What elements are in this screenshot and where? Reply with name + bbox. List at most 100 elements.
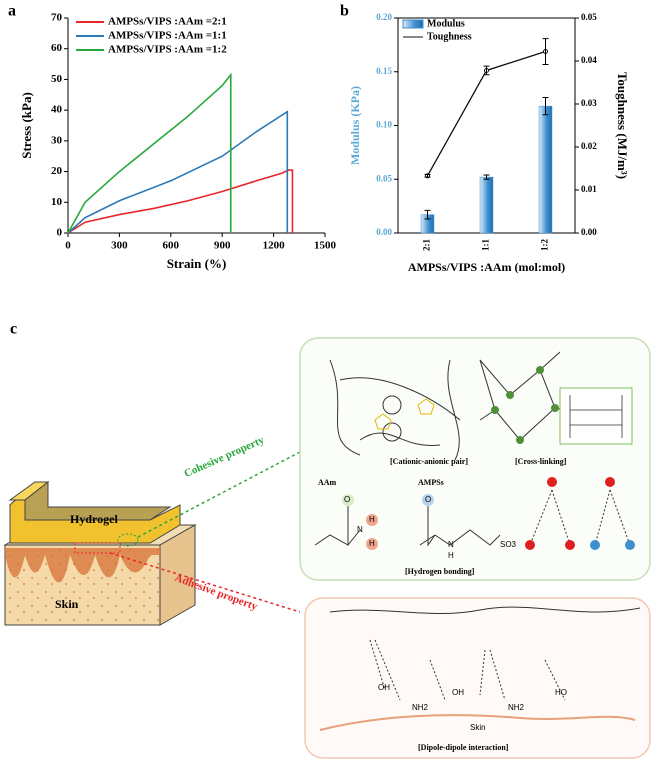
cation <box>382 395 402 415</box>
cohesive-label: Cohesive property <box>182 434 266 480</box>
chem-label: H <box>448 551 454 560</box>
legend-label: AMPSs/VIPS :AAm =1:2 <box>108 44 227 56</box>
x-tick-label: 1:1 <box>481 239 491 251</box>
y2-tick-label: 0.00 <box>581 227 597 237</box>
series-line <box>67 110 289 234</box>
chem-label: N <box>357 525 363 534</box>
diagram-c: c Skin Hydrogel Cohesive property Adhesi… <box>3 321 651 759</box>
aam-label: AAm <box>318 478 337 487</box>
h-bond-tree <box>529 489 631 546</box>
adhesive-box <box>304 597 651 759</box>
chem-label: HO <box>555 688 567 697</box>
x-tick-label: 600 <box>163 240 180 252</box>
panel-label: b <box>340 3 349 20</box>
y-tick-label: 10 <box>51 196 63 208</box>
y-tick-label: 0 <box>57 227 63 239</box>
y-tick-label: 0.05 <box>376 173 392 183</box>
y2-tick-label: 0.02 <box>581 141 597 151</box>
chem-label: NH2 <box>508 703 525 712</box>
chem-label: H <box>369 539 375 548</box>
x-axis-label: Strain (%) <box>167 256 227 271</box>
o-highlight <box>342 494 354 506</box>
x-tick-label: 2:1 <box>422 239 432 251</box>
y2-tick-label: 0.01 <box>581 184 597 194</box>
x-tick-label: 0 <box>65 240 71 252</box>
legend-label: Modulus <box>427 18 465 29</box>
y-tick-label: 20 <box>51 165 63 177</box>
skin-label: Skin <box>55 597 79 611</box>
error-bar <box>483 174 490 180</box>
error-bar <box>542 38 549 65</box>
cohesive-arrow <box>137 451 301 538</box>
bar <box>538 105 553 234</box>
h-highlight <box>366 514 378 526</box>
h-highlight <box>366 538 378 550</box>
caption: [Cross-linking] <box>515 457 567 466</box>
error-bar <box>424 209 431 220</box>
panel-label: a <box>8 3 16 20</box>
hydrogel-inner <box>24 480 172 521</box>
chem-label: NH2 <box>412 703 429 712</box>
legend-label: Toughness <box>427 31 472 42</box>
y-tick-label: 0.10 <box>376 120 392 130</box>
error-bar <box>483 65 490 76</box>
cohesive-marker <box>117 533 139 547</box>
crosslink-zoom <box>559 387 633 445</box>
y-tick-label: 40 <box>51 104 63 116</box>
panel-label: c <box>10 321 17 338</box>
x-axis-label: AMPSs/VIPS :AAm (mol:mol) <box>408 260 565 274</box>
caption: [Cationic-anionic pair] <box>390 457 468 466</box>
o-highlight <box>422 494 434 506</box>
dipole-lines <box>369 639 566 701</box>
skin-surface-label: Skin <box>470 723 486 732</box>
y-tick-label: 70 <box>51 12 63 24</box>
chem-label: N <box>448 540 454 549</box>
chem-label: H <box>369 515 375 524</box>
skin-pores <box>5 548 160 583</box>
atoms <box>525 477 635 550</box>
x-tick-label: 300 <box>111 240 128 252</box>
x-tick-label: 1:2 <box>540 239 550 251</box>
y-axis-label: Stress (kPa) <box>19 92 34 159</box>
error-bar <box>542 97 549 116</box>
chem-label: O <box>425 495 431 504</box>
y-axis-label: Modulus (KPa) <box>348 86 362 165</box>
cation <box>382 422 402 442</box>
y2-tick-label: 0.03 <box>581 98 597 108</box>
y-tick-label: 0.15 <box>376 66 392 76</box>
x-tick-label: 900 <box>214 240 231 252</box>
caption: [Hydrogen bonding] <box>405 567 475 576</box>
skin-surface <box>319 714 636 731</box>
error-bar <box>424 174 431 178</box>
y2-tick-label: 0.05 <box>581 12 597 22</box>
legend-label: AMPSs/VIPS :AAm =2:1 <box>108 16 227 28</box>
adhesive-marker <box>74 542 121 554</box>
y-tick-label: 30 <box>51 134 63 146</box>
hydrogel-label: Hydrogel <box>70 512 118 526</box>
legend-swatch <box>402 19 424 29</box>
legend-label: AMPSs/VIPS :AAm =1:1 <box>108 30 227 42</box>
y-tick-label: 0.00 <box>376 227 392 237</box>
x-tick-label: 1200 <box>263 240 286 252</box>
series-line <box>67 169 294 234</box>
chem-label: O <box>344 495 350 504</box>
chem-label: OH <box>378 683 390 692</box>
chem-label: OH <box>452 688 464 697</box>
y-tick-label: 60 <box>51 42 63 54</box>
crosslinker <box>569 395 623 438</box>
series-line <box>67 72 232 234</box>
y-tick-label: 0.20 <box>376 12 392 22</box>
y2-axis-label: Toughness (MJ/m³) <box>615 72 630 179</box>
skin-side <box>159 524 196 626</box>
chem-label: SO3 <box>500 540 517 549</box>
x-tick-label: 1500 <box>314 240 337 252</box>
ampss-label: AMPSs <box>418 478 444 487</box>
anion-rings <box>374 398 435 430</box>
bar <box>479 176 494 234</box>
polymer-chains <box>329 359 461 461</box>
caption: [Dipole-dipole interaction] <box>418 743 509 752</box>
structures <box>314 506 501 547</box>
polymer-backbone <box>329 606 641 615</box>
y-tick-label: 50 <box>51 73 63 85</box>
